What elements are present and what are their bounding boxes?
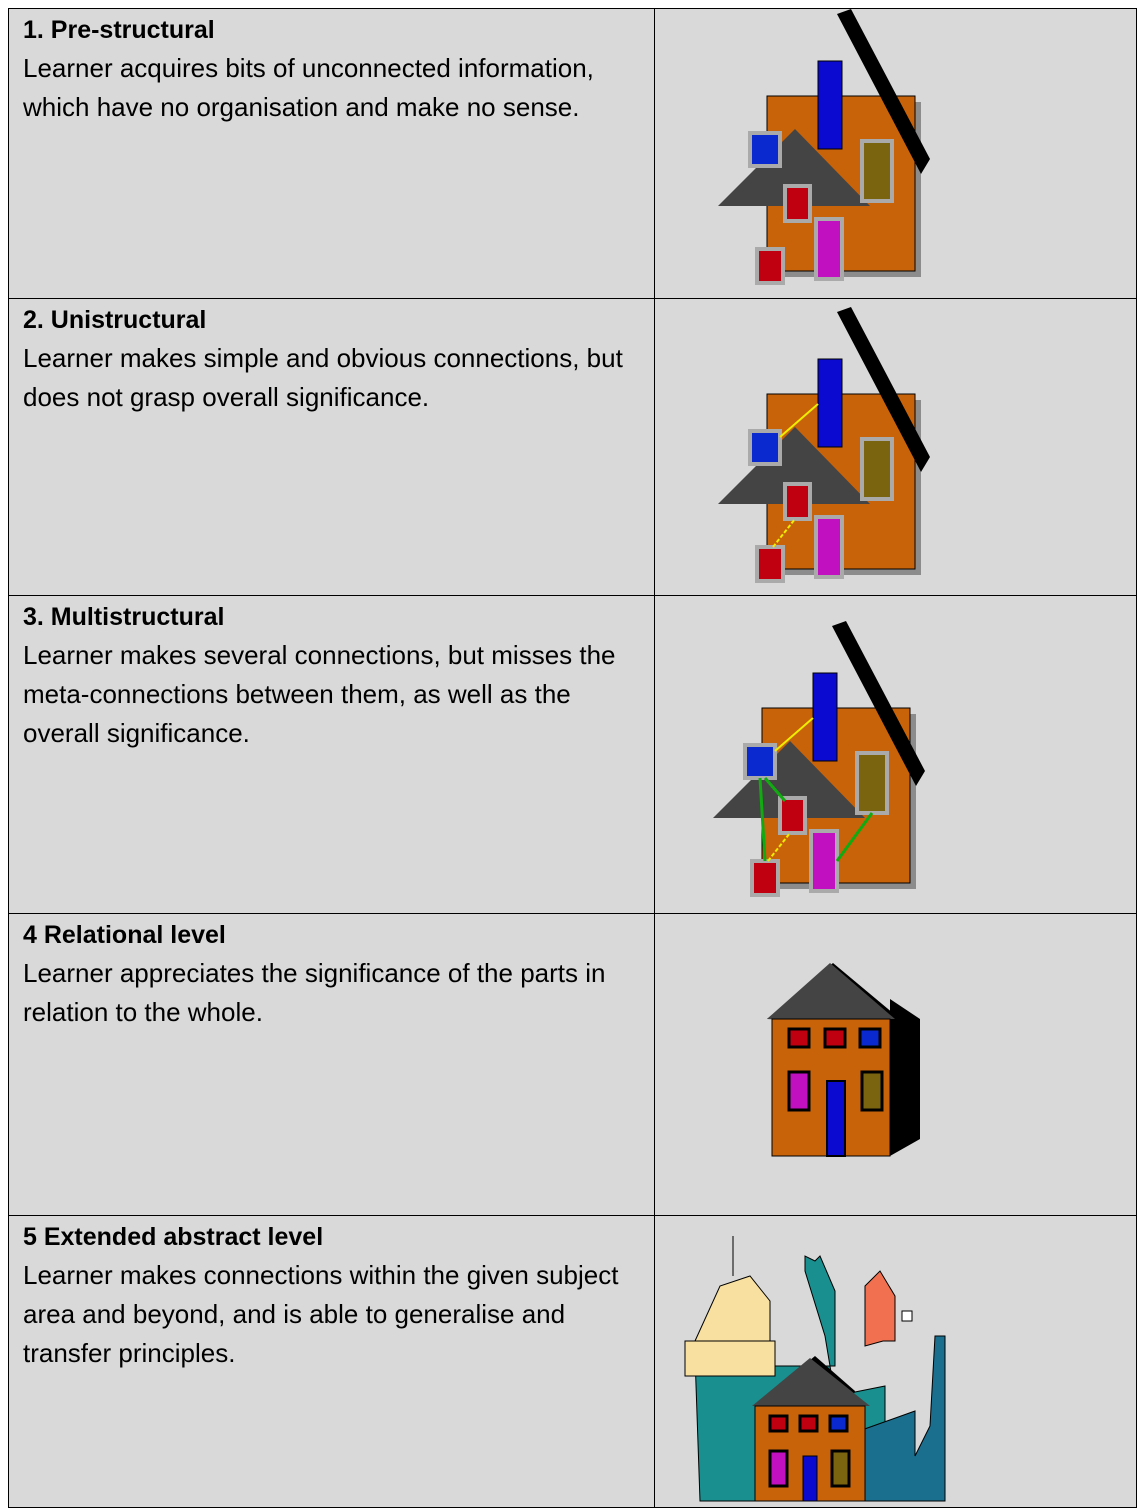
level-title: 1. Pre-structural xyxy=(23,16,215,44)
level-title: 4 Relational level xyxy=(23,921,226,949)
level-title: 5 Extended abstract level xyxy=(23,1223,324,1251)
illustration xyxy=(711,619,927,897)
cell xyxy=(654,298,1137,596)
level-title: 3. Multistructural xyxy=(23,603,225,631)
cell xyxy=(654,595,1137,914)
cell: 2. Unistructural Learner makes simple and… xyxy=(8,298,655,596)
cell xyxy=(654,913,1137,1216)
cell: 3. Multistructural Learner makes several … xyxy=(8,595,655,914)
row: 3. Multistructural Learner makes several … xyxy=(8,595,1137,914)
level-title: 2. Unistructural xyxy=(23,306,207,334)
illustration xyxy=(716,305,932,583)
illustration xyxy=(684,1236,946,1502)
cell: 1. Pre-structural Learner acquires bits o… xyxy=(8,8,655,299)
row: 1. Pre-structural Learner acquires bits o… xyxy=(8,8,1137,299)
cell: 4 Relational level Learner appreciates th… xyxy=(8,913,655,1216)
cell xyxy=(654,8,1137,299)
level-description: Learner makes simple and obvious connect… xyxy=(23,343,623,412)
illustration xyxy=(716,9,932,285)
row: 4 Relational level Learner appreciates th… xyxy=(8,913,1137,1216)
level-description: Learner makes connections within the giv… xyxy=(23,1260,619,1368)
level-description: Learner makes several connections, but m… xyxy=(23,640,616,748)
cell: 5 Extended abstract level Learner makes c… xyxy=(8,1215,655,1508)
level-description: Learner acquires bits of unconnected inf… xyxy=(23,53,594,122)
cell xyxy=(654,1215,1137,1508)
row: 5 Extended abstract level Learner makes c… xyxy=(8,1215,1137,1508)
taxonomy-table: 1. Pre-structural Learner acquires bits o… xyxy=(8,8,1137,1508)
illustration xyxy=(767,963,920,1157)
row: 2. Unistructural Learner makes simple and… xyxy=(8,298,1137,596)
level-description: Learner appreciates the significance of … xyxy=(23,958,606,1027)
